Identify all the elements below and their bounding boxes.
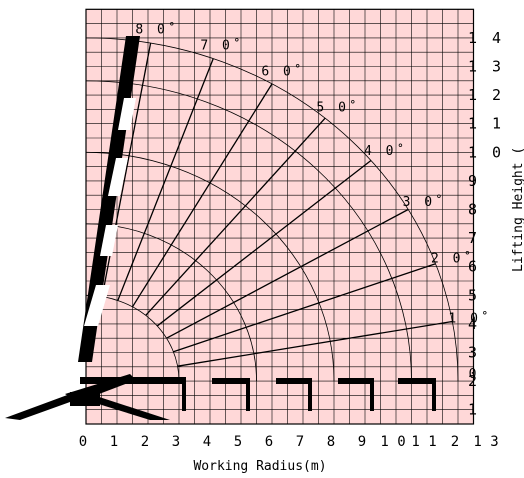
y-tick-label: 7 [468, 229, 480, 247]
y-tick-label: 2 [468, 372, 480, 390]
boom-hook-5 [432, 378, 436, 411]
boom-tip-5 [398, 378, 434, 384]
x-tick-labels: 0 1 2 3 4 5 6 7 8 9 1 0 1 1 2 1 3 [79, 434, 499, 450]
x-tick-label: 1 1 [411, 434, 436, 450]
x-tick-label: 5 [234, 434, 242, 450]
boom-angle-ray [173, 263, 436, 353]
angle-labels: 0 1 0˚ 2 0˚ 3 0˚ 4 0˚ 5 0˚ 6 0˚ 7 0˚ 8 0˚ [135, 21, 491, 382]
boom-length-arc [85, 223, 257, 382]
turret [70, 392, 100, 406]
y-tick-label: 9 [468, 172, 480, 190]
x-tick-label: 6 [265, 434, 273, 450]
boom-length-arc [85, 80, 412, 382]
angle-label: 0 [469, 367, 480, 382]
boom-hook-1 [182, 377, 186, 411]
x-tick-label: 8 [327, 434, 335, 450]
boom-tip-2 [212, 378, 248, 384]
boom-raised-gap-2 [100, 225, 118, 256]
angle-label: 4 0˚ [364, 143, 407, 159]
y-tick-label: 8 [468, 201, 480, 219]
angle-label: 3 0˚ [403, 194, 446, 210]
y-tick-label: 1 0 [468, 143, 504, 161]
y-axis-title: Lifting Height ( [511, 147, 524, 272]
boom-hook-3 [308, 378, 312, 411]
y-tick-label: 6 [468, 258, 480, 276]
boom-length-arc [85, 37, 459, 382]
boom-length-arc [85, 151, 335, 382]
boom-hook-4 [370, 378, 374, 411]
x-tick-label: 4 [203, 434, 211, 450]
plot-border [85, 8, 475, 425]
y-tick-label: 5 [468, 286, 480, 304]
angle-label: 8 0˚ [135, 21, 178, 37]
boom-angle-ray [166, 208, 409, 339]
boom-hook-2 [246, 378, 250, 411]
y-tick-label: 3 [468, 344, 480, 362]
boom-angle-ray [177, 320, 453, 367]
y-tick-label: 1 1 [468, 115, 504, 133]
x-tick-label: 2 [451, 434, 459, 450]
boom-raised-gap-3 [108, 158, 128, 196]
boom-angle-ray [145, 117, 326, 316]
boom-angle-ray [131, 83, 273, 308]
y-tick-label: 1 2 [468, 86, 504, 104]
boom-tip-4 [338, 378, 372, 384]
y-tick-label: 1 4 [468, 29, 504, 47]
x-tick-label: 2 [141, 434, 149, 450]
boom-silhouettes [5, 36, 436, 420]
x-tick-label: 1 0 [380, 434, 405, 450]
x-tick-label: 1 3 [473, 434, 498, 450]
x-tick-label: 0 [79, 434, 87, 450]
angle-label: 5 0˚ [316, 99, 359, 115]
y-tick-label: 1 [468, 401, 480, 419]
x-tick-label: 7 [296, 434, 304, 450]
angle-label: 7 0˚ [200, 38, 243, 54]
x-tick-label: 9 [358, 434, 366, 450]
y-tick-label: 1 3 [468, 58, 504, 76]
boom-angle-ray [117, 58, 214, 301]
boom-angle-ray [156, 159, 372, 327]
x-tick-label: 1 [110, 434, 118, 450]
grid [85, 8, 475, 425]
angle-label: 1 0˚ [448, 310, 491, 326]
x-tick-label: 3 [172, 434, 180, 450]
angle-label: 6 0˚ [261, 64, 304, 80]
y-tick-labels: 1 2 3 4 5 6 7 8 9 1 0 1 1 1 2 1 3 1 4 [468, 29, 504, 419]
boom-tip-3 [276, 378, 310, 384]
x-axis-title: Working Radius(m) [193, 459, 326, 474]
angle-label: 2 0˚ [431, 250, 474, 266]
boom-raised-gap-4 [118, 98, 136, 130]
y-tick-label: 4 [468, 315, 480, 333]
boom-raised-gap-1 [84, 285, 110, 326]
